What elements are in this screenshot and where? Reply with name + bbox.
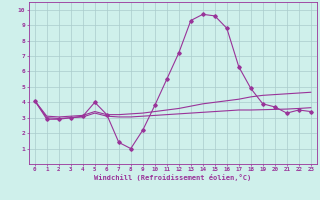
X-axis label: Windchill (Refroidissement éolien,°C): Windchill (Refroidissement éolien,°C) (94, 174, 252, 181)
